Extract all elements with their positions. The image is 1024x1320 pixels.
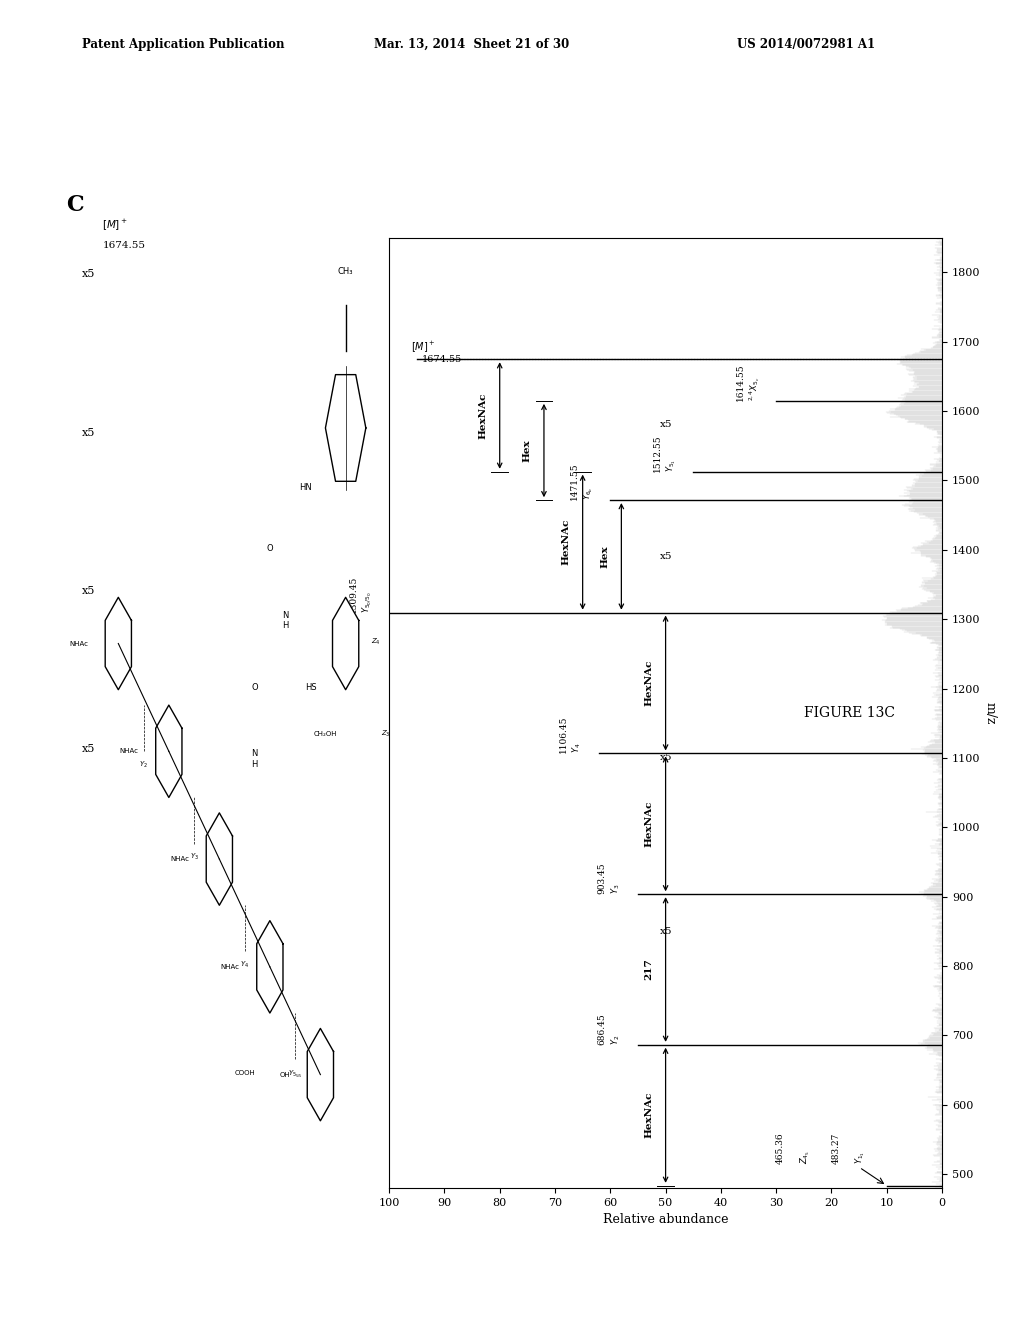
Text: HexNAc: HexNAc bbox=[644, 1092, 653, 1138]
Text: CH₂OH: CH₂OH bbox=[313, 731, 337, 737]
Text: $Y_3$: $Y_3$ bbox=[189, 853, 199, 862]
Text: HexNAc: HexNAc bbox=[644, 801, 653, 847]
Text: 1674.55: 1674.55 bbox=[102, 242, 145, 251]
Polygon shape bbox=[333, 598, 358, 690]
Text: $[M]^+$: $[M]^+$ bbox=[412, 339, 435, 354]
Text: 1309.45: 1309.45 bbox=[349, 576, 357, 612]
Text: HexNAc: HexNAc bbox=[561, 519, 570, 565]
Text: $Y_{5_0/5_0}$: $Y_{5_0/5_0}$ bbox=[360, 591, 374, 612]
Text: $Y_4$: $Y_4$ bbox=[240, 960, 249, 970]
Polygon shape bbox=[156, 705, 182, 797]
Text: $Z_4$: $Z_4$ bbox=[371, 636, 381, 647]
Text: Patent Application Publication: Patent Application Publication bbox=[82, 37, 285, 50]
Text: x5: x5 bbox=[660, 754, 673, 763]
Text: 1674.55: 1674.55 bbox=[422, 355, 463, 364]
Text: HexNAc: HexNAc bbox=[478, 392, 487, 438]
Text: Hex: Hex bbox=[523, 440, 531, 462]
Text: NHAc: NHAc bbox=[170, 857, 189, 862]
Text: N
H: N H bbox=[282, 611, 288, 630]
Text: NHAc: NHAc bbox=[220, 964, 240, 970]
Text: $Y_{1_1}$: $Y_{1_1}$ bbox=[854, 1151, 867, 1164]
Text: 686.45: 686.45 bbox=[598, 1012, 606, 1045]
Polygon shape bbox=[105, 598, 131, 690]
Text: O: O bbox=[266, 544, 273, 553]
Text: 1471.55: 1471.55 bbox=[570, 462, 579, 500]
Text: N
H: N H bbox=[252, 750, 258, 768]
Text: $Y_{5_{5/5}}$: $Y_{5_{5/5}}$ bbox=[288, 1068, 302, 1078]
Text: $Z_{4_5}$: $Z_{4_5}$ bbox=[799, 1150, 812, 1164]
Text: 465.36: 465.36 bbox=[776, 1133, 785, 1164]
Text: CH₃: CH₃ bbox=[338, 267, 353, 276]
Text: $Z_3$: $Z_3$ bbox=[381, 729, 391, 739]
Text: O: O bbox=[252, 682, 258, 692]
Text: HS: HS bbox=[305, 682, 316, 692]
Text: COOH: COOH bbox=[234, 1069, 255, 1076]
Y-axis label: m/z: m/z bbox=[984, 701, 997, 725]
Text: x5: x5 bbox=[82, 428, 95, 438]
Text: x5: x5 bbox=[82, 586, 95, 597]
Text: 483.27: 483.27 bbox=[831, 1133, 841, 1164]
Text: HexNAc: HexNAc bbox=[644, 660, 653, 706]
Text: x5: x5 bbox=[660, 927, 673, 936]
Text: Mar. 13, 2014  Sheet 21 of 30: Mar. 13, 2014 Sheet 21 of 30 bbox=[374, 37, 569, 50]
Text: x5: x5 bbox=[82, 744, 95, 755]
Polygon shape bbox=[307, 1028, 334, 1121]
Text: FIGURE 13C: FIGURE 13C bbox=[805, 706, 895, 719]
Text: NHAc: NHAc bbox=[69, 640, 88, 647]
Text: US 2014/0072981 A1: US 2014/0072981 A1 bbox=[737, 37, 876, 50]
Text: HN: HN bbox=[299, 483, 311, 491]
Text: $Y_2$: $Y_2$ bbox=[139, 760, 148, 770]
Text: $Y_{5_1}$: $Y_{5_1}$ bbox=[665, 458, 678, 471]
Text: $Y_2$: $Y_2$ bbox=[609, 1035, 623, 1045]
Text: $Y_{6_b}$: $Y_{6_b}$ bbox=[582, 487, 595, 500]
Text: NHAc: NHAc bbox=[120, 748, 138, 754]
Text: 1106.45: 1106.45 bbox=[559, 715, 567, 754]
Text: 217: 217 bbox=[644, 958, 653, 981]
Text: $Y_4$: $Y_4$ bbox=[570, 743, 584, 754]
Text: $Y_3$: $Y_3$ bbox=[609, 884, 623, 894]
Text: $^{2,4}X_{5_c}$: $^{2,4}X_{5_c}$ bbox=[746, 376, 762, 401]
Text: C: C bbox=[67, 194, 84, 215]
Text: 1614.55: 1614.55 bbox=[736, 363, 744, 401]
Text: x5: x5 bbox=[82, 269, 95, 280]
Text: 1512.55: 1512.55 bbox=[653, 434, 662, 471]
Text: Hex: Hex bbox=[600, 545, 609, 568]
X-axis label: Relative abundance: Relative abundance bbox=[603, 1213, 728, 1226]
Polygon shape bbox=[206, 813, 232, 906]
Text: OH: OH bbox=[280, 1072, 290, 1077]
Text: x5: x5 bbox=[660, 420, 673, 429]
Text: x5: x5 bbox=[660, 552, 673, 561]
Text: $[M]^+$: $[M]^+$ bbox=[102, 218, 128, 232]
Polygon shape bbox=[257, 920, 283, 1012]
Text: 903.45: 903.45 bbox=[598, 862, 606, 894]
